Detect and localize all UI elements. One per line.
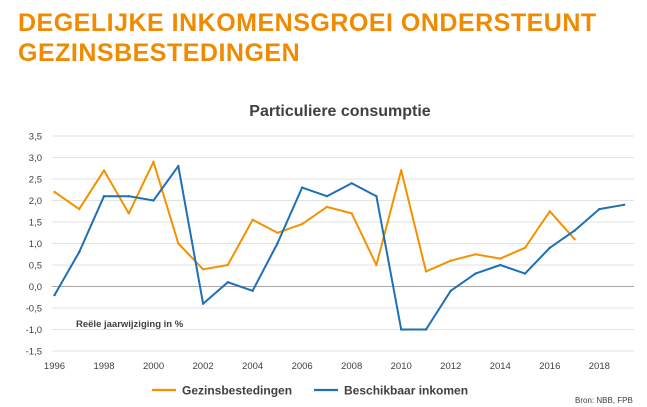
x-tick-label: 2000 [143,361,164,372]
data-point-gezinsbestedingen [276,231,279,234]
series-line-beschikbaar-inkomen [53,165,626,331]
data-point-gezinsbestedingen [499,257,502,260]
data-point-beschikbaar-inkomen [474,272,477,275]
data-point-beschikbaar-inkomen [300,186,304,189]
x-tick-label: 2014 [490,361,511,372]
y-axis-tick-labels: 3,5 3,0 2,5 2,0 1,5 1,0 0,5 0,0 -0,5 -1,0 -1,5 [26,132,42,358]
data-point-gezinsbestedingen [548,210,551,213]
x-tick-label: 1998 [93,361,114,372]
data-point-beschikbaar-inkomen [424,328,428,331]
x-tick-label: 2012 [440,361,461,372]
y-tick-label: -0,5 [26,304,42,315]
data-point-beschikbaar-inkomen [598,207,601,211]
data-point-beschikbaar-inkomen [523,272,527,275]
x-tick-label: 1996 [44,361,65,372]
slide-title: DEGELIJKE INKOMENSGROEI ONDERSTEUNT GEZI… [18,8,638,68]
slide-title-line-2: GEZINSBESTEDINGEN [18,39,301,67]
data-point-beschikbaar-inkomen [102,195,106,198]
data-point-gezinsbestedingen [375,263,378,267]
source-note: Bron: NBB, FPB [575,396,633,405]
x-tick-label: 2004 [242,361,263,372]
legend-label-gezinsbestedingen: Gezinsbestedingen [182,384,292,398]
data-point-gezinsbestedingen [474,253,477,256]
data-point-beschikbaar-inkomen [127,195,130,198]
chart-title: Particuliere consumptie [249,103,430,120]
y-tick-label: 0,0 [29,282,42,293]
slide-title-line-1: DEGELIJKE INKOMENSGROEI ONDERSTEUNT [18,9,597,37]
series-line-gezinsbestedingen [53,160,576,273]
x-axis-tick-labels: 1996 1998 2000 2002 2004 2006 2008 2010 2012 2014… [44,361,610,372]
data-point-gezinsbestedingen [424,270,428,273]
data-point-gezinsbestedingen [78,207,81,211]
y-tick-label: 3,0 [29,153,42,164]
data-point-beschikbaar-inkomen [350,182,353,185]
data-point-gezinsbestedingen [152,160,155,163]
x-tick-label: 2016 [539,361,560,372]
data-point-gezinsbestedingen [573,238,576,241]
series-lines [53,160,626,331]
y-tick-label: 1,5 [29,218,42,229]
data-point-beschikbaar-inkomen [201,302,205,305]
data-point-gezinsbestedingen [325,205,329,209]
data-point-gezinsbestedingen [523,246,527,249]
data-point-gezinsbestedingen [226,263,229,267]
data-point-beschikbaar-inkomen [400,328,403,331]
data-point-gezinsbestedingen [53,190,56,194]
y-tick-label: 2,5 [29,175,42,186]
data-point-beschikbaar-inkomen [499,263,502,267]
data-point-beschikbaar-inkomen [573,229,576,232]
data-point-beschikbaar-inkomen [152,199,155,202]
data-point-beschikbaar-inkomen [251,289,254,292]
data-point-gezinsbestedingen [400,169,403,172]
data-point-beschikbaar-inkomen [276,242,279,245]
x-tick-label: 2010 [391,361,412,372]
x-tick-label: 2018 [589,361,610,372]
data-point-beschikbaar-inkomen [449,289,452,292]
legend: Gezinsbestedingen Beschikbaar inkomen [152,384,468,398]
data-point-beschikbaar-inkomen [548,246,551,249]
data-point-gezinsbestedingen [350,212,353,215]
data-point-beschikbaar-inkomen [78,250,81,254]
data-point-gezinsbestedingen [300,222,304,226]
data-point-gezinsbestedingen [127,212,130,215]
data-point-beschikbaar-inkomen [375,195,378,198]
y-tick-label: -1,5 [26,347,42,358]
y-unit-annotation: Reële jaarwijziging in % [76,319,184,330]
gridlines [52,135,634,352]
data-point-gezinsbestedingen [102,169,106,172]
x-tick-label: 2006 [292,361,313,372]
data-point-gezinsbestedingen [201,268,205,271]
data-point-beschikbaar-inkomen [226,281,229,284]
data-point-gezinsbestedingen [177,242,180,245]
data-point-beschikbaar-inkomen [177,164,180,168]
y-tick-label: -1,0 [26,325,42,336]
x-tick-label: 2008 [341,361,362,372]
y-tick-label: 2,0 [29,196,42,207]
data-point-gezinsbestedingen [251,218,254,221]
legend-label-beschikbaar-inkomen: Beschikbaar inkomen [344,384,468,398]
data-point-gezinsbestedingen [449,259,452,262]
y-tick-label: 3,5 [29,132,42,143]
y-tick-label: 0,5 [29,261,42,272]
data-point-beschikbaar-inkomen [53,293,56,297]
y-tick-label: 1,0 [29,239,42,250]
x-tick-label: 2002 [193,361,214,372]
data-point-beschikbaar-inkomen [622,203,626,206]
data-point-beschikbaar-inkomen [325,195,329,198]
